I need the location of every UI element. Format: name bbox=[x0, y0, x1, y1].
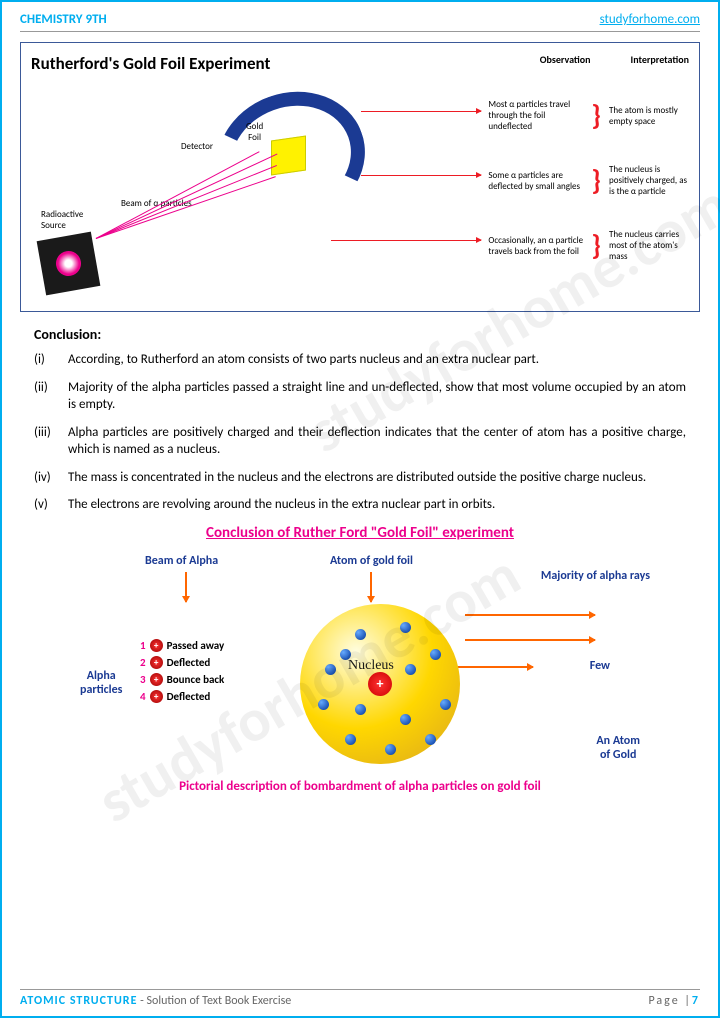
item-text: Majority of the alpha particles passed a… bbox=[68, 379, 686, 414]
conclusion-item: (iv)The mass is concentrated in the nucl… bbox=[34, 469, 686, 487]
obs-text: Most α particles travel through the foil… bbox=[488, 99, 583, 132]
conclusion-list: (i)According, to Rutherford an atom cons… bbox=[20, 351, 700, 514]
item-text: According, to Rutherford an atom consist… bbox=[68, 351, 686, 369]
col-interpretation: Interpretation bbox=[631, 53, 689, 66]
label-few: Few bbox=[590, 659, 610, 673]
radioactive-source bbox=[37, 232, 101, 296]
observation-1: Most α particles travel through the foil… bbox=[488, 98, 689, 133]
electron-icon bbox=[440, 699, 451, 710]
electron-icon bbox=[325, 664, 336, 675]
item-text: The mass is concentrated in the nucleus … bbox=[68, 469, 686, 487]
conclusion-diagram: Conclusion of Ruther Ford "Gold Foil" ex… bbox=[50, 524, 670, 794]
electron-icon bbox=[355, 704, 366, 715]
conclusion-item: (v)The electrons are revolving around th… bbox=[34, 496, 686, 514]
obs-text: Some α particles are deflected by small … bbox=[488, 170, 583, 192]
arrow-icon bbox=[465, 614, 595, 616]
alpha-particle-icon: + bbox=[150, 656, 163, 669]
arrow-obs1 bbox=[361, 111, 481, 112]
item-number: (i) bbox=[34, 351, 68, 369]
item-number: (v) bbox=[34, 496, 68, 514]
header: CHEMISTRY 9TH studyforhome.com bbox=[20, 12, 700, 32]
label-majority: Majority of alpha rays bbox=[541, 569, 650, 583]
rutherford-diagram: Rutherford's Gold Foil Experiment Observ… bbox=[20, 42, 700, 312]
gold-atom: Nucleus + bbox=[300, 604, 460, 764]
foil-label: Gold Foil bbox=[246, 121, 263, 143]
detector-label: Detector bbox=[181, 141, 213, 152]
alpha-particle-icon: + bbox=[150, 690, 163, 703]
electron-icon bbox=[425, 734, 436, 745]
obs-text: Occasionally, an α particle travels back… bbox=[488, 235, 583, 257]
item-number: (ii) bbox=[34, 379, 68, 414]
observation-2: Some α particles are deflected by small … bbox=[488, 163, 689, 198]
label-beam: Beam of Alpha bbox=[145, 554, 218, 568]
arrow-icon bbox=[185, 572, 187, 602]
particle-list: 1+Passed away 2+Deflected 3+Bounce back 4+D… bbox=[140, 639, 224, 707]
footer-left: ATOMIC STRUCTURE - Solution of Text Book… bbox=[20, 994, 291, 1008]
nucleus-icon: + bbox=[368, 672, 392, 696]
arrow-icon bbox=[370, 572, 372, 602]
particle-item: 2+Deflected bbox=[140, 656, 224, 669]
particle-item: 1+Passed away bbox=[140, 639, 224, 652]
int-text: The nucleus is positively charged, as is… bbox=[609, 164, 689, 197]
arrow-icon bbox=[458, 666, 533, 668]
header-left: CHEMISTRY 9TH bbox=[20, 12, 107, 27]
diagram2-caption: Pictorial description of bombardment of … bbox=[50, 779, 670, 794]
column-headers: Observation Interpretation bbox=[540, 53, 689, 66]
electron-icon bbox=[430, 649, 441, 660]
electron-icon bbox=[318, 699, 329, 710]
brace-icon: } bbox=[591, 163, 601, 198]
footer: ATOMIC STRUCTURE - Solution of Text Book… bbox=[20, 989, 700, 1008]
source-label: Radioactive Source bbox=[41, 209, 83, 231]
diagram2-title: Conclusion of Ruther Ford "Gold Foil" ex… bbox=[50, 524, 670, 542]
alpha-particle-icon: + bbox=[150, 639, 163, 652]
page: CHEMISTRY 9TH studyforhome.com studyforh… bbox=[0, 0, 720, 1018]
electron-icon bbox=[385, 744, 396, 755]
int-text: The nucleus carries most of the atom's m… bbox=[609, 229, 689, 262]
particle-item: 3+Bounce back bbox=[140, 673, 224, 686]
int-text: The atom is mostly empty space bbox=[609, 105, 689, 127]
item-text: The electrons are revolving around the n… bbox=[68, 496, 686, 514]
conclusion-item: (i)According, to Rutherford an atom cons… bbox=[34, 351, 686, 369]
conclusion-item: (ii)Majority of the alpha particles pass… bbox=[34, 379, 686, 414]
nucleus-text: Nucleus bbox=[348, 658, 394, 674]
electron-icon bbox=[400, 622, 411, 633]
arrow-obs2 bbox=[361, 175, 481, 176]
alpha-beams bbox=[96, 163, 296, 243]
item-number: (iii) bbox=[34, 424, 68, 459]
electron-icon bbox=[345, 734, 356, 745]
label-atom: Atom of gold foil bbox=[330, 554, 413, 568]
item-number: (iv) bbox=[34, 469, 68, 487]
label-an-atom: An Atom of Gold bbox=[596, 734, 640, 762]
conclusion-item: (iii)Alpha particles are positively char… bbox=[34, 424, 686, 459]
header-right[interactable]: studyforhome.com bbox=[600, 12, 700, 27]
electron-icon bbox=[355, 629, 366, 640]
arrow-obs3 bbox=[331, 240, 481, 241]
brace-icon: } bbox=[591, 98, 601, 133]
label-alpha: Alpha particles bbox=[80, 669, 122, 697]
particle-item: 4+Deflected bbox=[140, 690, 224, 703]
col-observation: Observation bbox=[540, 53, 591, 66]
footer-page: Page |7 bbox=[648, 994, 700, 1008]
item-text: Alpha particles are positively charged a… bbox=[68, 424, 686, 459]
brace-icon: } bbox=[591, 228, 601, 263]
electron-icon bbox=[405, 664, 416, 675]
arrow-icon bbox=[465, 639, 595, 641]
electron-icon bbox=[400, 714, 411, 725]
observation-3: Occasionally, an α particle travels back… bbox=[488, 228, 689, 263]
conclusion-heading: Conclusion: bbox=[34, 326, 700, 343]
electron-icon bbox=[340, 649, 351, 660]
alpha-particle-icon: + bbox=[150, 673, 163, 686]
